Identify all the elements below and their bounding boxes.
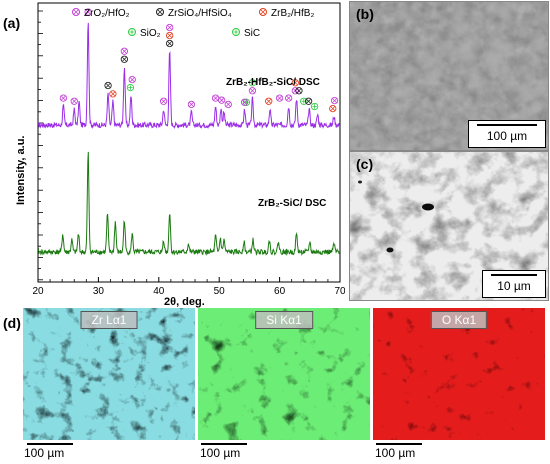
scale-label-c: 10 µm <box>497 279 531 293</box>
legend-item-zrb2: ZrB₂/HfB₂ <box>259 8 314 19</box>
legend-label-zro2: ZrO₂/HfO₂ <box>84 8 130 19</box>
marker-zrsio4_hfsio4-28 <box>304 97 313 105</box>
phase-markers <box>59 8 339 113</box>
eds-scale-label-zr: 100 µm <box>24 446 65 460</box>
marker-zrb2_hfb2-4 <box>109 90 117 98</box>
legend-item-zrsio4: ZrSiO₄/HfSiO₄ <box>156 8 232 19</box>
eds-map-o: O Kα1 <box>373 308 545 440</box>
marker-zro2_hfo2-0 <box>59 94 68 102</box>
marker-zrsio4_hfsio4-3 <box>104 81 112 90</box>
x-tick-label-4: 60 <box>274 286 286 297</box>
panel-label-c: (c) <box>356 156 374 172</box>
marker-zrb2_hfb2-30 <box>329 104 337 113</box>
marker-zro2_hfo2-13 <box>187 100 196 109</box>
legend-label-zrsio4: ZrSiO₄/HfSiO₄ <box>168 8 232 19</box>
eds-scale-label-si: 100 µm <box>200 446 241 460</box>
legend-label-sic: SiC <box>244 28 260 39</box>
trace-top-line <box>37 22 340 130</box>
marker-zro2_hfo2-2 <box>84 8 92 16</box>
sem-image-c: (c) 10 µm <box>349 151 549 301</box>
eds-scale-label-o: 100 µm <box>375 446 416 460</box>
marker-zro2_hfo2-18 <box>240 98 249 106</box>
x-axis-title: 2θ, deg. <box>164 296 205 308</box>
panel-label-d: (d) <box>3 315 21 331</box>
marker-zro2_hfo2-14 <box>211 94 220 102</box>
marker-sio2-7 <box>126 83 135 92</box>
traces <box>37 22 340 256</box>
marker-sic-20 <box>248 79 257 87</box>
x-tick-label-1: 30 <box>93 286 105 297</box>
marker-zro2_hfo2-8 <box>128 75 136 84</box>
marker-zro2_hfo2-9 <box>159 97 168 105</box>
x-tick-label-3: 50 <box>214 286 226 297</box>
legend: ZrO₂/HfO₂ ZrSiO₄/HfSiO₄ ZrB₂/HfB₂ SiO₂ S… <box>72 8 314 39</box>
eds-map-zr: Zr Lα1 <box>23 308 195 440</box>
eds-scale-bar-zr <box>27 443 73 445</box>
eds-map-si: Si Kα1 <box>198 308 370 440</box>
legend-item-sic: SiC <box>232 28 260 39</box>
trace-bottom-line <box>37 151 340 256</box>
pore-2 <box>386 247 394 253</box>
eds-label-zr: Zr Lα1 <box>80 311 138 329</box>
marker-zrb2_hfb2-21 <box>265 97 273 105</box>
marker-zro2_hfo2-31 <box>330 96 339 105</box>
scale-label-b: 100 µm <box>486 129 528 143</box>
trace-label-bottom: ZrB₂-SiC/ DSC <box>258 198 327 209</box>
plot-frame <box>37 2 341 283</box>
zrsio4-marker-icon <box>156 8 164 16</box>
marker-zro2_hfo2-1 <box>70 97 78 105</box>
x-ticks: 20 30 40 50 60 70 <box>32 277 345 297</box>
x-tick-label-0: 20 <box>32 286 44 297</box>
sic-marker-icon <box>232 28 240 36</box>
legend-label-sio2: SiO₂ <box>140 28 161 39</box>
x-tick-label-5: 70 <box>334 286 345 297</box>
marker-zro2_hfo2-16 <box>224 100 232 109</box>
pore-3 <box>358 180 362 184</box>
marker-zrsio4_hfsio4-10 <box>166 39 174 48</box>
zro2-marker-icon <box>72 8 80 16</box>
sem-image-b: (b) 100 µm <box>349 1 549 151</box>
marker-zrsio4_hfsio4-5 <box>120 55 129 63</box>
marker-zrb2_hfb2-11 <box>166 31 174 40</box>
marker-sic-29 <box>310 102 319 111</box>
eds-label-si: Si Kα1 <box>255 311 313 329</box>
legend-item-zro2: ZrO₂/HfO₂ <box>72 8 130 19</box>
scale-bar-c <box>491 274 537 276</box>
y-ticks <box>38 10 43 281</box>
eds-scale-bar-o <box>376 443 422 445</box>
marker-zro2_hfo2-22 <box>275 94 284 102</box>
marker-zrsio4_hfsio4-26 <box>295 87 303 95</box>
zrb2-marker-icon <box>259 8 267 16</box>
y-axis-title: Intensity, a.u. <box>15 136 27 205</box>
eds-label-o: O Kα1 <box>430 311 488 329</box>
marker-zrb2_hfb2-25 <box>291 79 299 87</box>
marker-zro2_hfo2-6 <box>120 47 129 55</box>
trace-label-top: ZrB₂-HfB₂-SiC/ DSC <box>226 77 320 88</box>
x-tick-label-2: 40 <box>153 286 165 297</box>
panel-label-a: (a) <box>3 15 21 31</box>
xrd-chart: 20 30 40 50 60 70 Intensity, a.u. 2θ, deg. <box>15 2 345 308</box>
scale-bar-b <box>477 124 537 126</box>
legend-item-sio2: SiO₂ <box>128 28 161 39</box>
marker-zro2_hfo2-19 <box>248 87 257 95</box>
eds-scale-bar-si <box>201 443 247 445</box>
legend-label-zrb2: ZrB₂/HfB₂ <box>271 8 314 19</box>
scale-box-b: 100 µm <box>468 120 546 148</box>
marker-zro2_hfo2-23 <box>285 94 293 102</box>
marker-zro2_hfo2-12 <box>166 23 174 32</box>
pore-1 <box>422 203 434 211</box>
sio2-marker-icon <box>128 28 136 36</box>
scale-box-c: 10 µm <box>482 270 546 298</box>
marker-zro2_hfo2-15 <box>217 96 226 104</box>
panel-label-b: (b) <box>356 6 374 22</box>
